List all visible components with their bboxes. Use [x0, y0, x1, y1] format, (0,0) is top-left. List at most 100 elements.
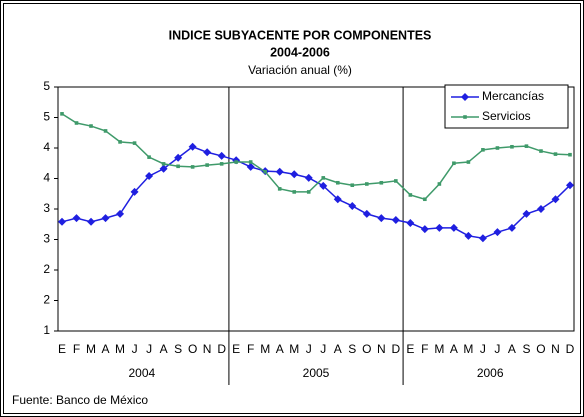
x-tick-label: A	[508, 342, 516, 356]
x-tick-label: M	[260, 342, 270, 356]
x-tick-label: J	[494, 342, 500, 356]
point	[89, 124, 93, 128]
x-tick-label: J	[480, 342, 486, 356]
legend-marker	[461, 93, 469, 101]
point	[174, 153, 183, 162]
y-axis-label: Variación anual (%)	[248, 63, 352, 77]
x-tick-label: E	[58, 342, 66, 356]
y-tick-label: 5	[43, 110, 50, 124]
point	[118, 140, 122, 144]
x-tick-label: M	[86, 342, 96, 356]
source: Fuente: Banco de México	[12, 393, 148, 407]
point	[495, 146, 500, 150]
point	[394, 179, 398, 183]
point	[132, 141, 137, 145]
series-line	[61, 113, 571, 201]
point	[493, 228, 502, 237]
point	[87, 217, 96, 226]
y-tick-label: 2	[43, 262, 50, 276]
point	[190, 165, 195, 169]
point	[481, 148, 485, 152]
point	[147, 155, 151, 159]
point	[74, 121, 79, 125]
x-tick-label: M	[115, 342, 125, 356]
point	[466, 160, 471, 164]
x-tick-label: A	[160, 342, 168, 356]
x-tick-label: N	[203, 342, 212, 356]
point	[408, 193, 413, 197]
point	[377, 214, 386, 223]
point	[391, 215, 400, 224]
point	[60, 112, 64, 116]
point	[101, 214, 110, 223]
point	[319, 181, 328, 190]
point	[248, 160, 253, 164]
point	[58, 217, 66, 226]
x-tick-label: M	[289, 342, 299, 356]
x-tick-label: J	[306, 342, 312, 356]
legend-label: Mercancías	[482, 89, 544, 103]
x-tick-label: N	[551, 342, 560, 356]
point	[103, 129, 108, 133]
point	[205, 163, 209, 167]
point	[159, 164, 168, 173]
y-tick-label: 2	[43, 293, 50, 307]
point	[348, 201, 357, 210]
x-tick-label: A	[334, 342, 342, 356]
year-label: 2006	[477, 366, 504, 380]
point	[188, 142, 197, 151]
x-tick-label: O	[536, 342, 545, 356]
point	[365, 182, 369, 186]
point	[290, 170, 299, 179]
x-tick-label: O	[188, 342, 197, 356]
point	[551, 195, 560, 204]
y-tick-label: 1	[43, 323, 50, 337]
point	[263, 169, 267, 174]
point	[203, 148, 212, 157]
point	[275, 167, 284, 176]
point	[277, 187, 282, 191]
point	[379, 180, 384, 185]
point	[217, 151, 226, 160]
point	[566, 181, 574, 190]
x-tick-label: O	[362, 342, 371, 356]
point	[437, 182, 442, 186]
x-tick-label: D	[391, 342, 400, 356]
point	[306, 190, 311, 194]
x-tick-label: E	[406, 342, 414, 356]
year-label: 2005	[303, 366, 330, 380]
point	[219, 162, 224, 166]
point	[145, 172, 154, 181]
x-tick-label: F	[73, 342, 80, 356]
y-tick-label: 3	[43, 232, 50, 246]
point	[435, 223, 444, 232]
chart-title: INDICE SUBYACENTE POR COMPONENTES	[169, 28, 432, 42]
point	[130, 187, 139, 196]
point	[420, 225, 429, 234]
point	[362, 209, 371, 218]
x-tick-label: E	[232, 342, 240, 356]
point	[333, 195, 342, 204]
legend-label: Servicios	[482, 109, 531, 123]
point	[350, 183, 355, 188]
year-label: 2004	[128, 366, 155, 380]
point	[478, 234, 487, 243]
chart-subtitle: 2004-2006	[270, 45, 330, 59]
point	[72, 214, 81, 223]
x-tick-label: D	[217, 342, 226, 356]
point	[452, 161, 456, 166]
point	[116, 209, 125, 218]
point	[524, 144, 529, 148]
x-tick-label: D	[566, 342, 575, 356]
y-tick-label: 5	[43, 79, 50, 93]
x-tick-label: A	[276, 342, 284, 356]
x-tick-label: S	[348, 342, 356, 356]
x-tick-label: A	[102, 342, 110, 356]
point	[539, 149, 543, 153]
point	[449, 223, 458, 232]
y-tick-label: 4	[43, 140, 50, 154]
point	[292, 190, 297, 194]
point	[464, 231, 473, 240]
point	[568, 152, 572, 157]
